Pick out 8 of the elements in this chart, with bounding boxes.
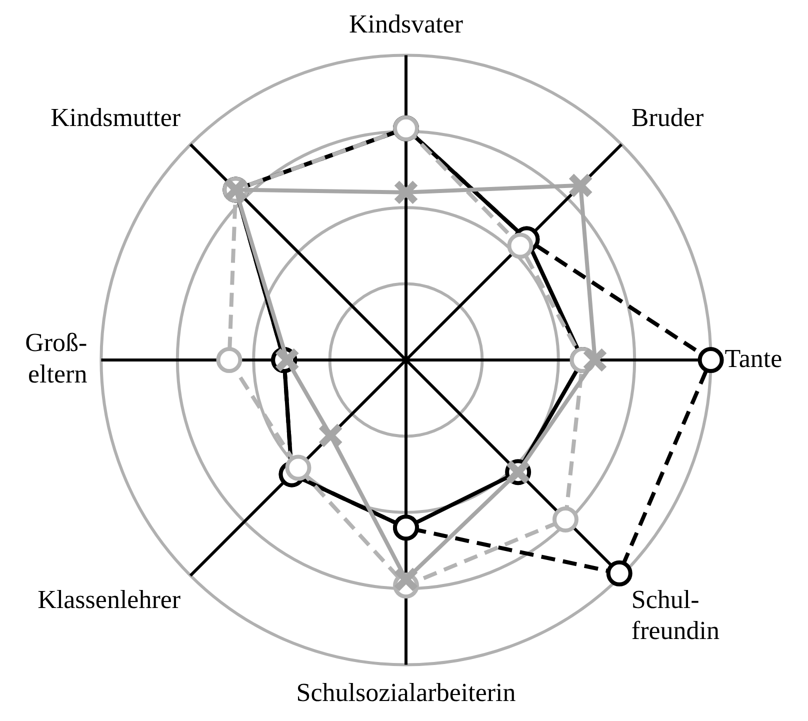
spoke-label: Kindsvater: [348, 9, 464, 38]
spoke-label: Tante: [724, 344, 782, 373]
spoke-label: Kindsmutter: [50, 102, 181, 132]
spoke-label: Schulsozialarbeiterin: [296, 678, 516, 708]
spoke-label: Bruder: [631, 102, 704, 132]
spoke-label: Groß- eltern: [25, 328, 88, 388]
spoke-label: Klassenlehrer: [38, 584, 181, 614]
spoke-label: Schul- freundin: [631, 584, 720, 646]
